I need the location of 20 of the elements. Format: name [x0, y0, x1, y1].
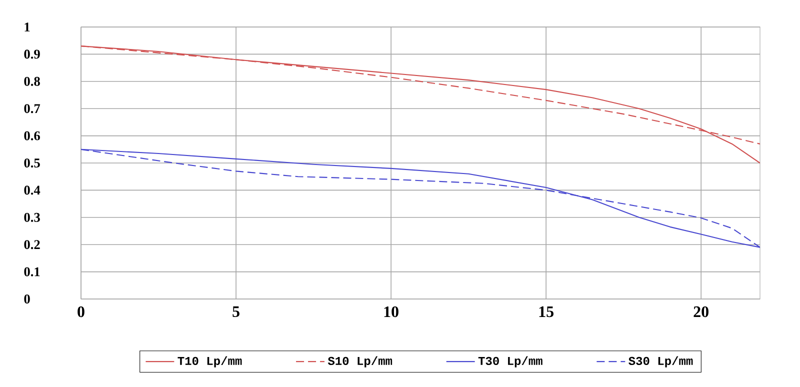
x-tick-label: 0 — [78, 306, 84, 318]
legend-label: T30 Lp/mm — [478, 356, 542, 368]
y-tick-label: 0.3 — [24, 212, 40, 222]
x-tick-label: 10 — [384, 306, 398, 318]
x-tick-label: 5 — [232, 306, 240, 317]
x-tick-label: 20 — [694, 306, 708, 318]
legend-label: T10 Lp/mm — [178, 356, 242, 368]
y-tick-label: 0.6 — [24, 131, 40, 140]
y-tick-label: 0.5 — [24, 158, 40, 168]
y-tick-label: 0.4 — [24, 186, 40, 195]
y-tick-label: 0.8 — [24, 76, 40, 86]
y-tick-label: 0.1 — [24, 267, 40, 276]
x-tick-label: 15 — [539, 306, 554, 318]
y-tick-label: 0.7 — [24, 104, 40, 114]
y-tick-label: 1 — [24, 22, 30, 32]
legend-label: S30 Lp/mm — [628, 356, 693, 368]
y-tick-label: 0.9 — [24, 50, 40, 59]
y-tick-label: 0.2 — [24, 240, 40, 250]
y-tick-label: 0 — [24, 294, 30, 304]
legend-label: S10 Lp/mm — [328, 356, 392, 368]
